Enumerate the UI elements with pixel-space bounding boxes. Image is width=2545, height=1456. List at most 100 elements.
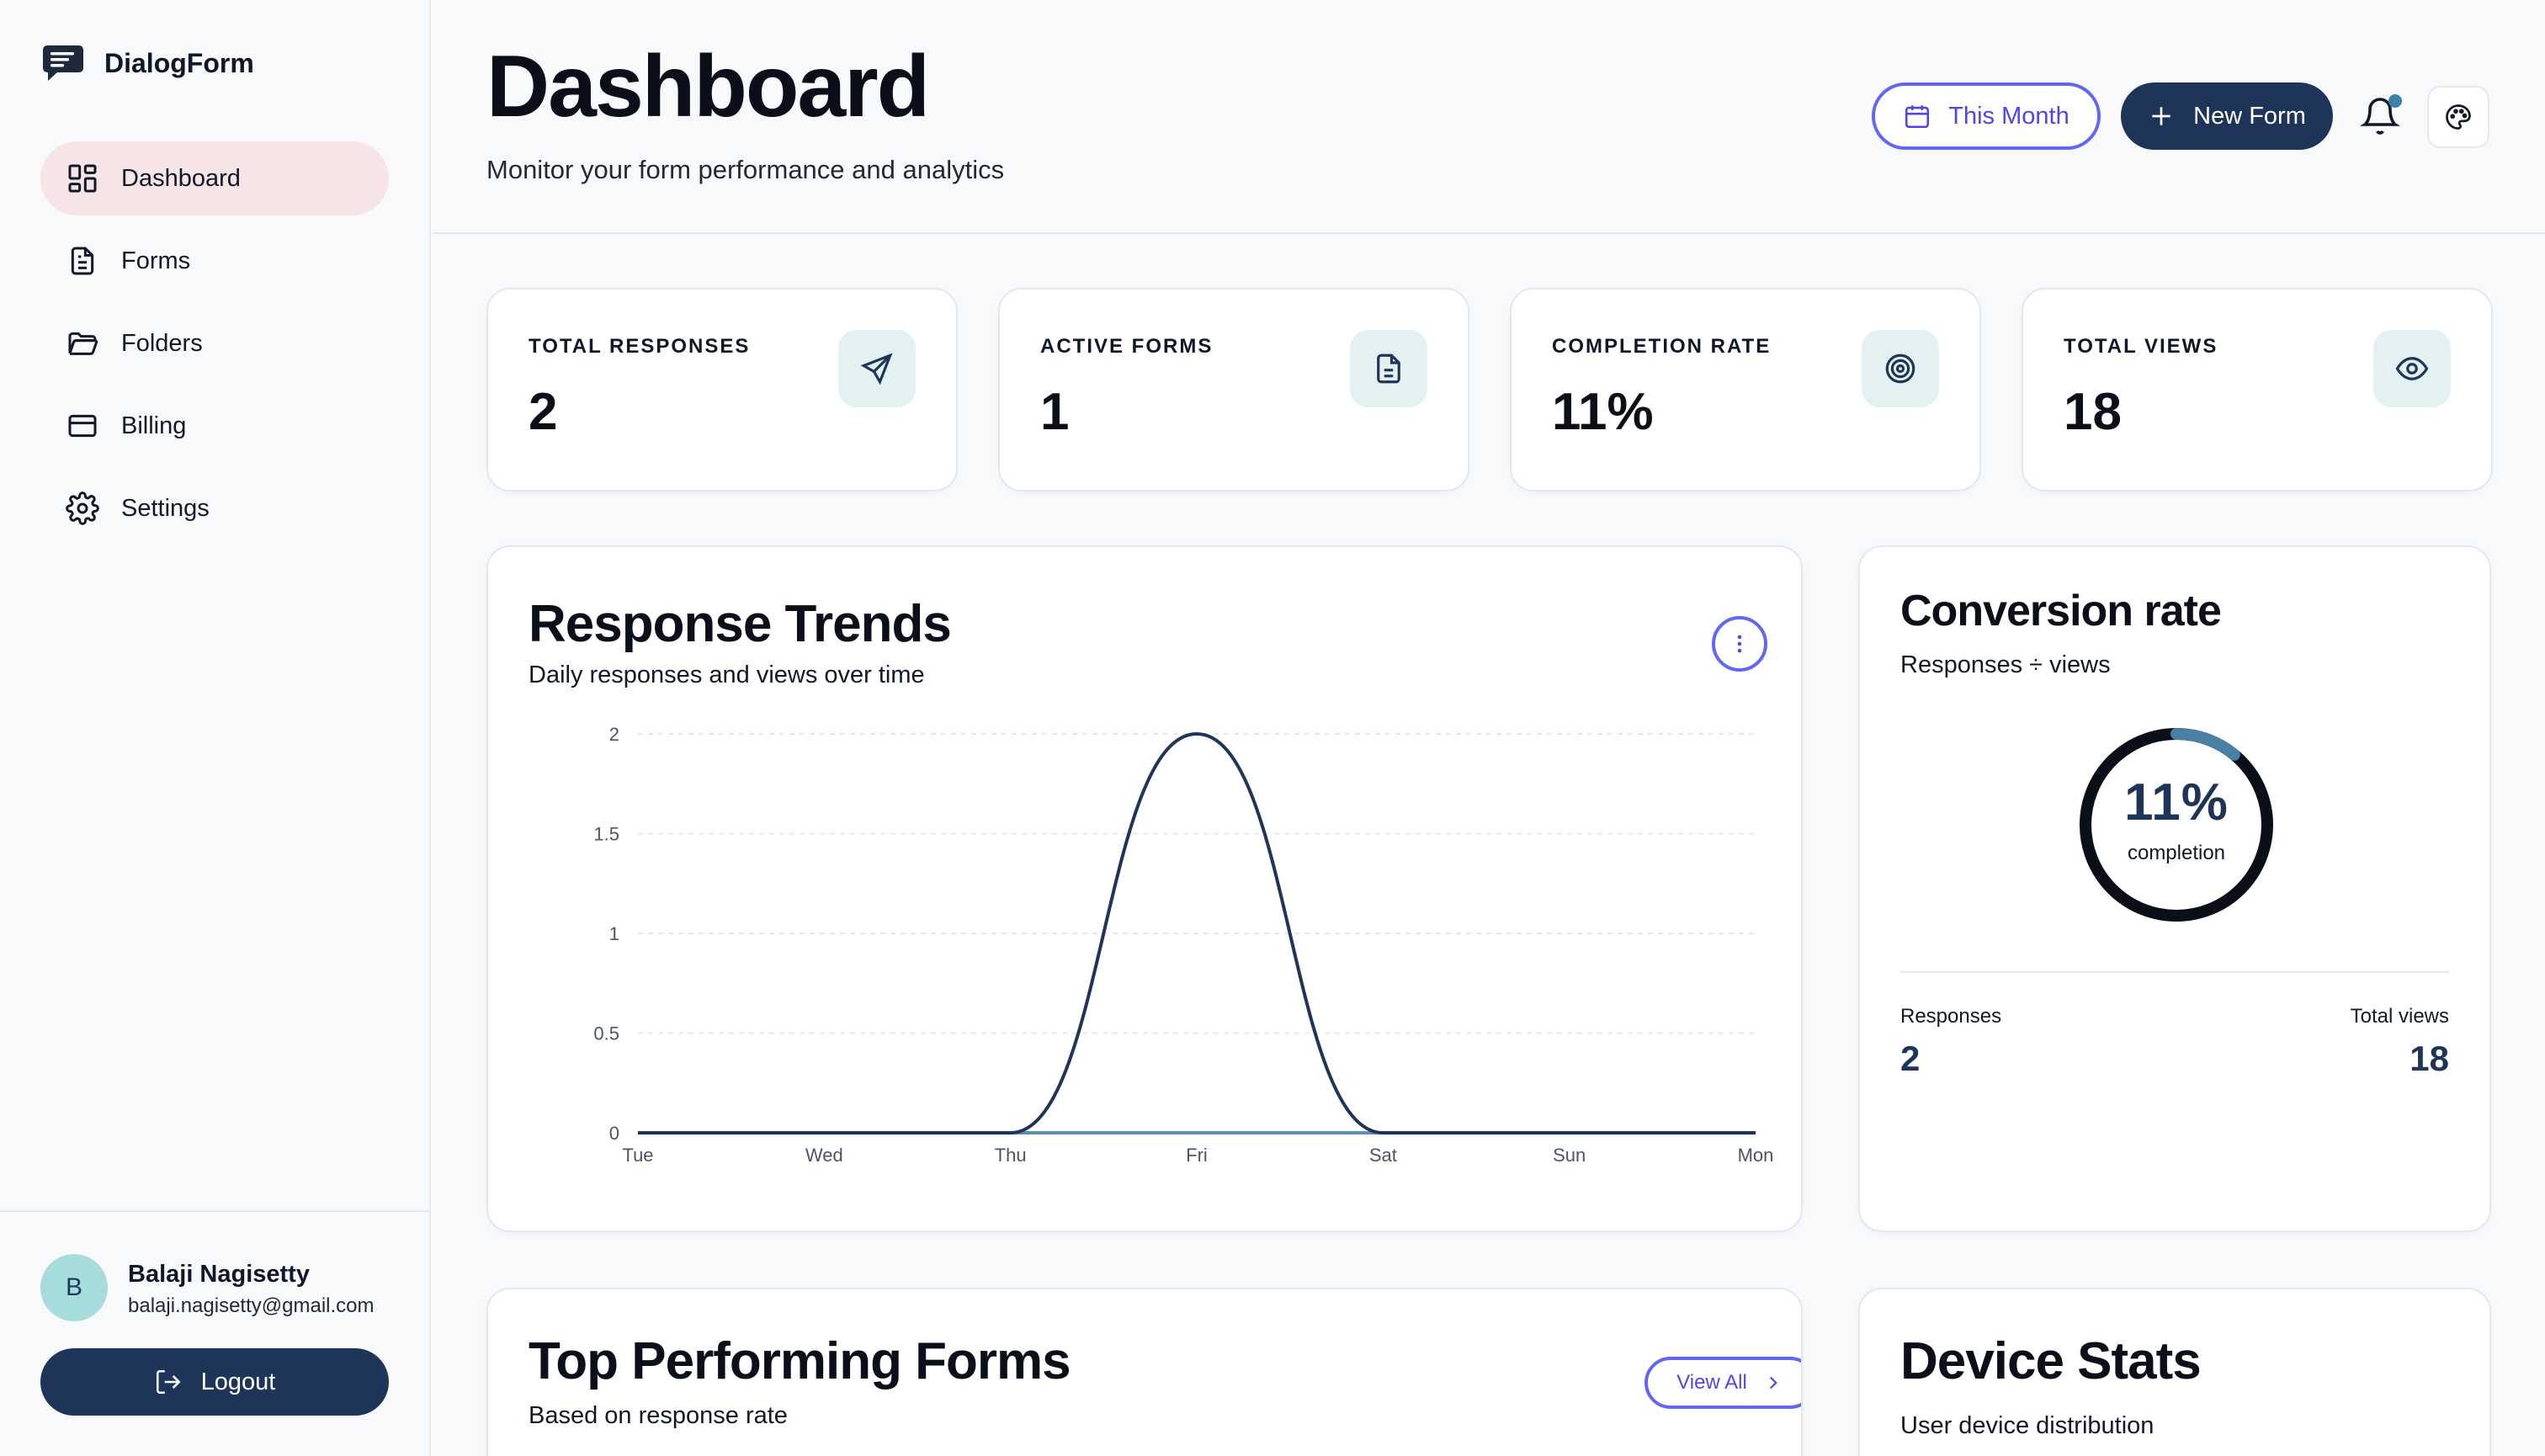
divider [1900,971,2449,973]
views-value: 18 [2410,1039,2449,1078]
chevron-right-icon [1769,1376,1777,1390]
stat-value: 18 [2064,383,2122,441]
sidebar-item-folders[interactable]: Folders [40,306,389,380]
response-trends-card: Response Trends Daily responses and view… [486,545,1803,1232]
more-vertical-icon [1737,635,1742,653]
card-subtitle: Daily responses and views over time [529,662,925,688]
stat-label: TOTAL VIEWS [2064,335,2218,358]
user-email: balaji.nagisetty@gmail.com [128,1294,375,1317]
sidebar-item-billing[interactable]: Billing [40,389,389,463]
y-tick-label: 2 [609,724,619,745]
notification-bell-icon[interactable] [2360,96,2400,136]
stat-value: 1 [1040,383,1070,441]
top-forms-card: Top Performing Forms Based on response r… [486,1288,1803,1456]
palette-icon [2446,104,2471,130]
new-form-button[interactable]: New Form [2121,82,2333,150]
user-profile: B Balaji Nagisetty balaji.nagisetty@gmai… [0,1210,431,1456]
logout-label: Logout [200,1368,276,1395]
sidebar-item-dashboard[interactable]: Dashboard [40,141,389,215]
stat-icon-box [1350,330,1427,407]
y-tick-label: 0.5 [593,1023,619,1044]
sidebar-item-label: Settings [121,494,210,522]
page-subtitle: Monitor your form performance and analyt… [486,155,1005,184]
period-label: This Month [1948,102,2069,130]
card-subtitle: User device distribution [1900,1412,2154,1439]
brand[interactable]: DialogForm [40,40,254,86]
stat-card-completion-rate: COMPLETION RATE 11% [1510,288,1981,492]
more-options-button[interactable] [1712,616,1767,672]
card-subtitle: Based on response rate [529,1402,788,1429]
page-title: Dashboard [486,38,930,136]
y-tick-label: 1.5 [593,824,619,845]
card-title: Conversion rate [1900,587,2222,635]
stat-value: 11% [1552,383,1654,441]
device-stats-card: Device Stats User device distribution [1858,1288,2491,1456]
folder-icon [68,332,98,355]
x-tick-label: Fri [1186,1145,1208,1166]
eye-icon [2395,357,2429,380]
stat-icon-box [2373,330,2451,407]
sidebar-item-settings[interactable]: Settings [40,471,389,545]
calendar-icon [1905,105,1930,129]
target-icon [1885,353,1915,384]
x-tick-label: Wed [805,1145,843,1166]
responses-value: 2 [1900,1039,1921,1078]
view-all-label: View All [1676,1371,1747,1394]
new-form-label: New Form [2193,102,2306,130]
x-tick-label: Tue [622,1145,653,1166]
responses-label: Responses [1900,1005,2002,1028]
stat-label: TOTAL RESPONSES [529,335,751,358]
conversion-rate-card: Conversion rate Responses ÷ views 11% co… [1858,545,2491,1232]
stat-value: 2 [529,383,558,441]
y-tick-label: 1 [609,923,619,944]
theme-button[interactable] [2427,86,2489,148]
notification-dot [2388,94,2402,108]
credit-card-icon [68,414,97,438]
response-trend-chart: 0 0.5 1 1.5 2 Tue Wed Thu Fri Sat Sun Mon [593,724,1774,1166]
series-line [638,731,1756,1135]
stat-icon-box [838,330,916,407]
card-title: Top Performing Forms [529,1332,1071,1390]
app-name: DialogForm [104,47,254,78]
ring-value: 11% [2124,773,2229,832]
sidebar-item-forms[interactable]: Forms [40,224,389,298]
x-tick-label: Mon [1738,1145,1774,1166]
ring-caption: completion [2127,842,2226,864]
x-tick-label: Sun [1553,1145,1586,1166]
sidebar-nav: Dashboard Forms Folders Billing [40,141,389,554]
card-title: Response Trends [529,595,952,653]
chat-logo-icon [43,45,83,81]
avatar[interactable]: B [40,1254,108,1321]
sidebar-item-label: Folders [121,329,203,357]
logout-icon [156,1369,181,1395]
completion-ring-graphic [2080,728,2273,922]
x-tick-label: Sat [1369,1145,1397,1166]
document-icon [1377,353,1400,384]
views-label: Total views [2350,1005,2449,1028]
send-icon [860,353,893,385]
card-title: Device Stats [1900,1332,2202,1390]
period-select-button[interactable]: This Month [1872,82,2101,150]
sidebar-item-label: Forms [121,247,191,274]
stat-card-total-views: TOTAL VIEWS 18 [2022,288,2493,492]
page-header: Dashboard Monitor your form performance … [433,0,2545,234]
completion-ring: 11% completion [2077,725,2276,924]
sidebar-item-label: Dashboard [121,164,241,192]
x-tick-label: Thu [995,1145,1027,1166]
document-icon [71,247,94,275]
stat-card-total-responses: TOTAL RESPONSES 2 [486,288,958,492]
stat-label: ACTIVE FORMS [1040,335,1214,358]
stat-icon-box [1862,330,1939,407]
plus-icon [2152,107,2170,125]
stat-card-active-forms: ACTIVE FORMS 1 [998,288,1469,492]
sidebar-item-label: Billing [121,412,187,439]
sidebar: DialogForm Dashboard Forms Folders [0,0,431,1456]
stat-label: COMPLETION RATE [1552,335,1772,358]
dashboard-grid-icon [68,164,97,193]
y-tick-label: 0 [609,1123,619,1144]
view-all-button[interactable]: View All [1644,1357,1801,1409]
user-name: Balaji Nagisetty [128,1261,310,1288]
ring-progress [2080,728,2273,922]
card-subtitle: Responses ÷ views [1900,651,2111,678]
logout-button[interactable]: Logout [40,1348,389,1416]
